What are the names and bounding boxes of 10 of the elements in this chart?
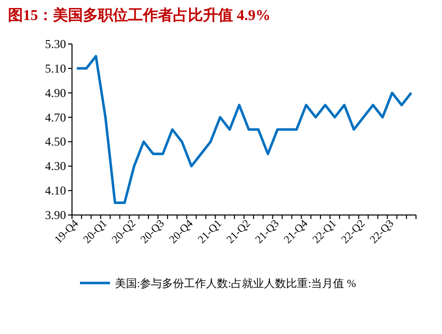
y-tick-label: 4.70: [45, 110, 66, 124]
title: 图15：美国多职位工作者占比升值 4.9%: [8, 8, 270, 24]
y-tick-label: 4.10: [45, 184, 66, 198]
y-tick-label: 5.30: [45, 37, 66, 51]
y-tick-label: 4.90: [45, 86, 66, 100]
legend: 美国:参与多份工作人数:占就业人数比重:当月值 %: [115, 278, 356, 290]
y-tick-label: 3.90: [45, 208, 66, 222]
y-tick-label: 4.50: [45, 134, 66, 149]
y-tick-label: 4.30: [45, 159, 66, 174]
y-tick-label: 5.10: [45, 61, 66, 76]
